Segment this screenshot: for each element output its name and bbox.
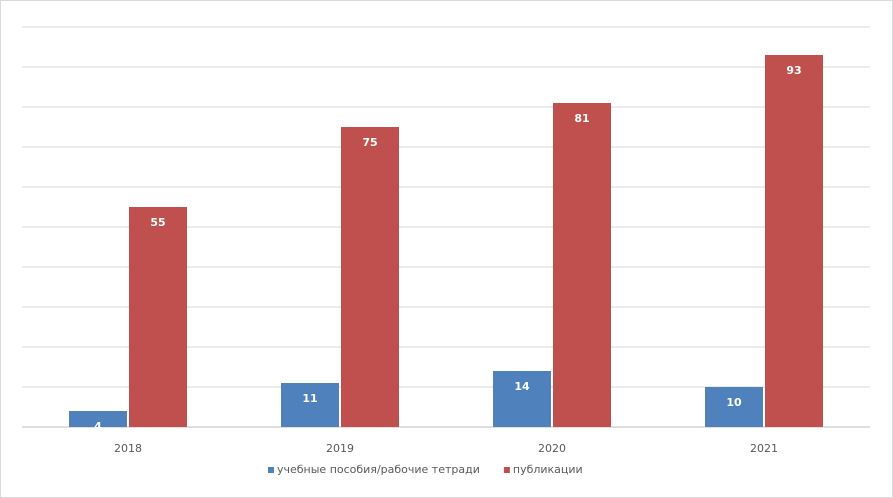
data-label: 14 xyxy=(514,380,530,393)
bar xyxy=(341,127,399,427)
bar xyxy=(705,387,763,427)
data-label: 55 xyxy=(150,216,165,229)
legend-label: учебные пособия/рабочие тетради xyxy=(277,463,480,476)
data-label: 4 xyxy=(94,420,102,433)
bar xyxy=(553,103,611,427)
data-label: 10 xyxy=(726,396,742,409)
bar xyxy=(69,411,127,427)
data-label: 11 xyxy=(302,392,317,405)
x-tick-label: 2018 xyxy=(114,442,142,455)
x-tick-label: 2020 xyxy=(538,442,566,455)
legend-swatch xyxy=(503,467,510,473)
bar xyxy=(129,207,187,427)
legend-swatch xyxy=(268,467,274,473)
data-label: 81 xyxy=(574,112,589,125)
legend-label: публикации xyxy=(513,463,583,476)
bar xyxy=(281,383,339,427)
data-label: 93 xyxy=(786,64,801,77)
x-tick-label: 2021 xyxy=(750,442,778,455)
bar xyxy=(493,371,551,427)
bar xyxy=(765,55,823,427)
data-label: 75 xyxy=(362,136,377,149)
x-tick-label: 2019 xyxy=(326,442,354,455)
